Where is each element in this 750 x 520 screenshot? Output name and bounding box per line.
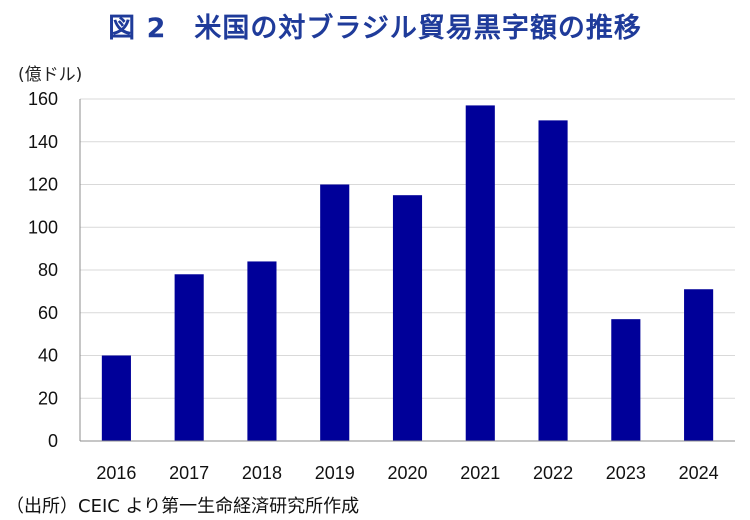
source-note: （出所）CEIC より第一生命経済研究所作成 bbox=[6, 496, 360, 517]
y-tick-label: 140 bbox=[28, 132, 58, 152]
y-tick-label: 60 bbox=[38, 303, 58, 323]
x-tick-label: 2023 bbox=[606, 463, 646, 483]
x-tick-label: 2022 bbox=[533, 463, 573, 483]
bar-2017 bbox=[174, 274, 204, 441]
chart-title: 図 2 米国の対ブラジル貿易黒字額の推移 bbox=[108, 13, 642, 44]
bar-2016 bbox=[101, 355, 131, 441]
x-tick-label: 2020 bbox=[387, 463, 427, 483]
bar-2019 bbox=[320, 184, 350, 441]
y-tick-label: 40 bbox=[38, 346, 58, 366]
x-tick-label: 2017 bbox=[169, 463, 209, 483]
y-tick-label: 120 bbox=[28, 175, 58, 195]
bar-2024 bbox=[684, 289, 714, 441]
y-tick-label: 80 bbox=[38, 260, 58, 280]
x-tick-labels: 2016 2017 2018 2019 2020 2021 2022 2023 2024 bbox=[96, 463, 718, 483]
bar-2020 bbox=[392, 195, 423, 441]
y-tick-label: 20 bbox=[38, 388, 58, 408]
bars bbox=[101, 105, 714, 441]
bar-2021 bbox=[465, 105, 495, 441]
x-tick-label: 2021 bbox=[460, 463, 500, 483]
x-tick-label: 2016 bbox=[96, 463, 136, 483]
axes bbox=[79, 99, 735, 442]
y-tick-label: 160 bbox=[28, 89, 58, 109]
bar-2023 bbox=[611, 319, 641, 441]
bar-2018 bbox=[247, 261, 277, 441]
y-tick-label: 100 bbox=[28, 217, 58, 237]
x-tick-label: 2024 bbox=[679, 463, 719, 483]
y-tick-label: 0 bbox=[48, 431, 58, 451]
x-tick-label: 2019 bbox=[315, 463, 355, 483]
x-tick-label: 2018 bbox=[242, 463, 282, 483]
y-axis-label: (億ドル) bbox=[18, 65, 83, 85]
bar-2022 bbox=[538, 120, 568, 441]
y-tick-labels: 0 20 40 60 80 100 120 140 160 bbox=[28, 89, 58, 451]
